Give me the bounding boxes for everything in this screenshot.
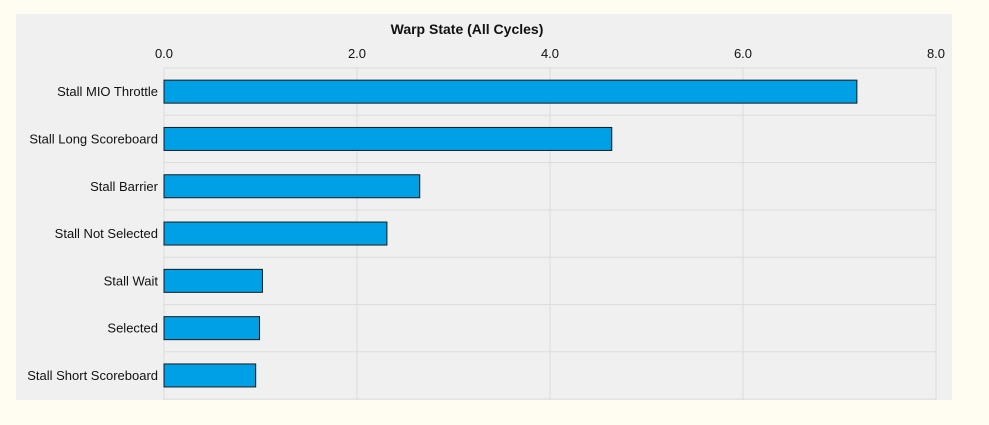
bar	[163, 221, 388, 246]
x-tick-label: 0.0	[155, 46, 173, 61]
x-tick-label: 6.0	[734, 46, 752, 61]
category-label: Stall Not Selected	[55, 226, 158, 241]
bar-layer	[163, 79, 858, 388]
bar	[163, 174, 421, 199]
category-label: Stall Wait	[104, 273, 159, 288]
bar	[163, 316, 261, 341]
x-tick-label: 2.0	[348, 46, 366, 61]
bar	[163, 126, 613, 151]
category-label: Stall MIO Throttle	[57, 84, 158, 99]
bar	[163, 79, 858, 104]
grid-layer	[163, 67, 937, 400]
bar	[163, 268, 263, 293]
category-label: Stall Short Scoreboard	[27, 368, 158, 383]
category-label: Stall Barrier	[90, 179, 159, 194]
label-layer: 0.0 2.0 4.0 6.0 8.0 Stall MIO Throttle Stall L…	[27, 46, 945, 383]
bar	[163, 363, 257, 388]
category-label: Selected	[107, 321, 158, 336]
x-tick-label: 4.0	[541, 46, 559, 61]
x-tick-label: 8.0	[927, 46, 945, 61]
category-label: Stall Long Scoreboard	[29, 131, 158, 146]
chart-title: Warp State (All Cycles)	[391, 21, 544, 37]
